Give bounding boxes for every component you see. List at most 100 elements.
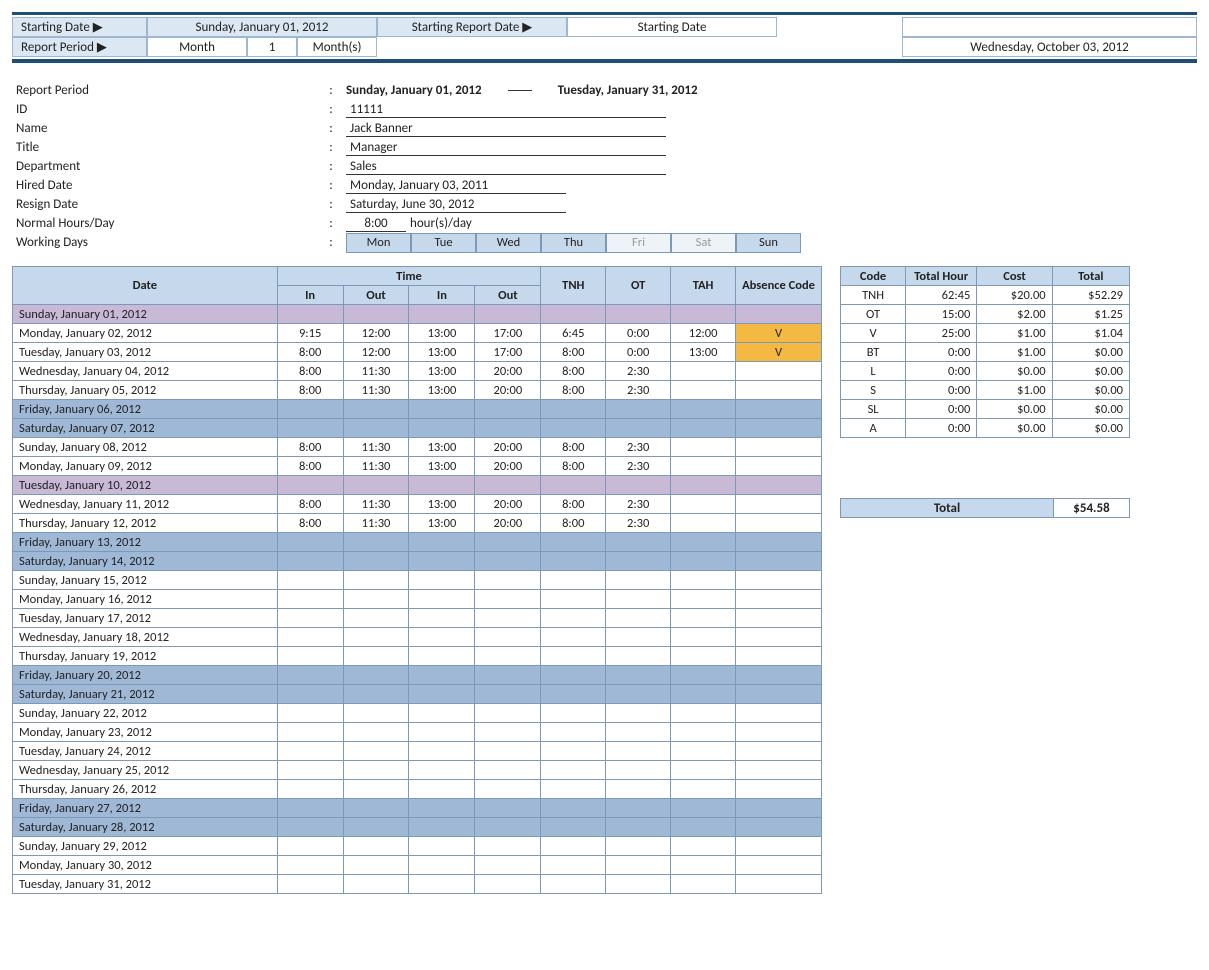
cell[interactable] (475, 533, 541, 552)
cell[interactable]: 0:00 (606, 343, 671, 362)
cell[interactable] (541, 799, 606, 818)
cell[interactable] (541, 552, 606, 571)
cell[interactable]: 20:00 (475, 438, 541, 457)
cell[interactable]: Tuesday, January 17, 2012 (13, 609, 278, 628)
cell[interactable] (475, 875, 541, 894)
cell[interactable] (277, 476, 343, 495)
cell[interactable] (343, 628, 409, 647)
cell[interactable] (409, 780, 475, 799)
cell[interactable] (606, 837, 671, 856)
cell[interactable]: 13:00 (671, 343, 736, 362)
cell[interactable] (606, 818, 671, 837)
cell[interactable]: 13:00 (409, 495, 475, 514)
cell[interactable] (343, 799, 409, 818)
cell[interactable] (343, 742, 409, 761)
cell[interactable]: 8:00 (277, 514, 343, 533)
cell[interactable] (343, 856, 409, 875)
report-period-unit[interactable]: Month (147, 37, 247, 57)
cell[interactable] (671, 362, 736, 381)
cell[interactable]: 17:00 (475, 324, 541, 343)
cell[interactable] (606, 780, 671, 799)
cell[interactable] (409, 837, 475, 856)
cell[interactable] (409, 590, 475, 609)
cell[interactable] (277, 761, 343, 780)
cell[interactable] (541, 647, 606, 666)
cell[interactable] (671, 780, 736, 799)
resign-value[interactable]: Saturday, June 30, 2012 (346, 197, 566, 213)
cell[interactable] (475, 666, 541, 685)
cell[interactable] (671, 628, 736, 647)
timesheet-row[interactable]: Saturday, January 07, 2012 (13, 419, 822, 438)
cell[interactable] (606, 761, 671, 780)
title-value[interactable]: Manager (346, 140, 666, 156)
cell[interactable] (475, 780, 541, 799)
cell[interactable] (606, 704, 671, 723)
cell[interactable] (277, 799, 343, 818)
timesheet-row[interactable]: Friday, January 13, 2012 (13, 533, 822, 552)
cell[interactable]: Friday, January 20, 2012 (13, 666, 278, 685)
cell[interactable] (475, 419, 541, 438)
cell[interactable] (671, 533, 736, 552)
cell[interactable]: Wednesday, January 11, 2012 (13, 495, 278, 514)
cell[interactable] (409, 818, 475, 837)
cell[interactable]: 8:00 (541, 343, 606, 362)
cell[interactable]: 2:30 (606, 457, 671, 476)
cell[interactable] (475, 856, 541, 875)
cell[interactable] (409, 552, 475, 571)
cell[interactable]: 2:30 (606, 438, 671, 457)
cell[interactable]: Monday, January 09, 2012 (13, 457, 278, 476)
cell[interactable] (409, 856, 475, 875)
cell[interactable]: V (736, 324, 822, 343)
cell[interactable] (736, 742, 822, 761)
cell[interactable]: 8:00 (541, 514, 606, 533)
cell[interactable] (475, 609, 541, 628)
cell[interactable]: 13:00 (409, 381, 475, 400)
cell[interactable] (736, 552, 822, 571)
cell[interactable]: 11:30 (343, 381, 409, 400)
cell[interactable]: Saturday, January 07, 2012 (13, 419, 278, 438)
cell[interactable]: 8:00 (541, 362, 606, 381)
cell[interactable]: Thursday, January 05, 2012 (13, 381, 278, 400)
timesheet-row[interactable]: Monday, January 30, 2012 (13, 856, 822, 875)
starting-date-value[interactable]: Sunday, January 01, 2012 (147, 17, 377, 37)
cell[interactable]: V (736, 343, 822, 362)
cell[interactable] (343, 666, 409, 685)
cell[interactable] (475, 818, 541, 837)
cell[interactable] (277, 780, 343, 799)
cell[interactable] (277, 685, 343, 704)
cell[interactable]: Friday, January 06, 2012 (13, 400, 278, 419)
timesheet-row[interactable]: Saturday, January 14, 2012 (13, 552, 822, 571)
cell[interactable] (736, 818, 822, 837)
cell[interactable] (277, 552, 343, 571)
cell[interactable] (606, 400, 671, 419)
timesheet-row[interactable]: Wednesday, January 04, 20128:0011:3013:0… (13, 362, 822, 381)
cell[interactable] (606, 609, 671, 628)
cell[interactable] (541, 761, 606, 780)
cell[interactable] (277, 875, 343, 894)
cell[interactable] (671, 742, 736, 761)
timesheet-row[interactable]: Saturday, January 28, 2012 (13, 818, 822, 837)
cell[interactable] (475, 400, 541, 419)
cell[interactable] (409, 628, 475, 647)
cell[interactable]: 13:00 (409, 324, 475, 343)
cell[interactable]: 11:30 (343, 495, 409, 514)
cell[interactable]: 8:00 (277, 495, 343, 514)
cell[interactable] (409, 799, 475, 818)
cell[interactable] (475, 571, 541, 590)
cell[interactable] (541, 666, 606, 685)
cell[interactable] (409, 666, 475, 685)
cell[interactable]: 6:45 (541, 324, 606, 343)
cell[interactable] (671, 571, 736, 590)
cell[interactable]: Tuesday, January 24, 2012 (13, 742, 278, 761)
cell[interactable] (541, 476, 606, 495)
cell[interactable]: Tuesday, January 10, 2012 (13, 476, 278, 495)
cell[interactable]: Tuesday, January 03, 2012 (13, 343, 278, 362)
cell[interactable] (671, 666, 736, 685)
cell[interactable]: 13:00 (409, 457, 475, 476)
cell[interactable] (343, 590, 409, 609)
cell[interactable]: Monday, January 02, 2012 (13, 324, 278, 343)
cell[interactable] (541, 590, 606, 609)
cell[interactable] (736, 571, 822, 590)
cell[interactable] (736, 438, 822, 457)
cell[interactable] (606, 875, 671, 894)
